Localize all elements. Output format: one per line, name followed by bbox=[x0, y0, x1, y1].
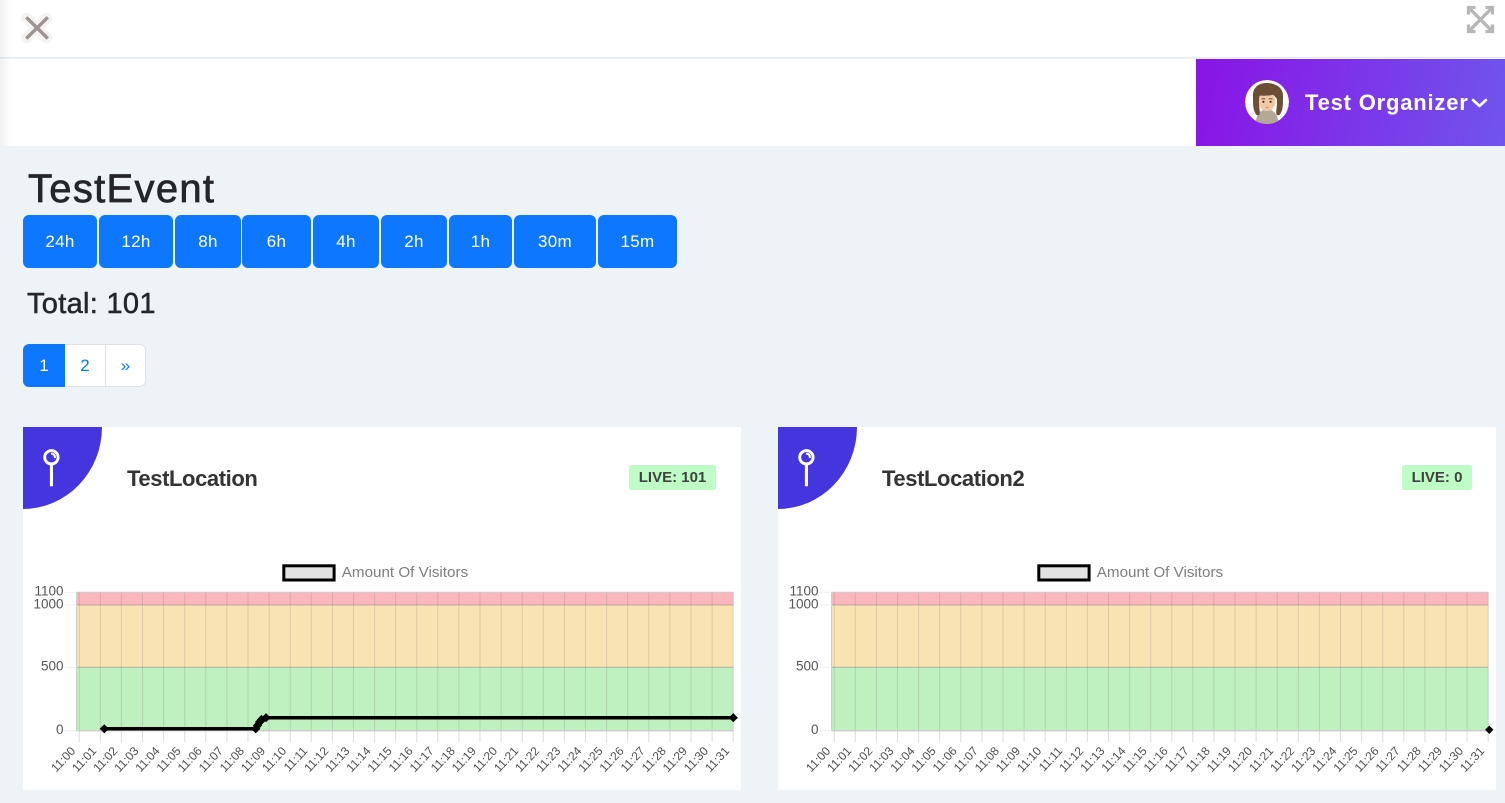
svg-text:500: 500 bbox=[41, 659, 64, 674]
svg-text:1000: 1000 bbox=[33, 596, 63, 611]
svg-text:Amount Of Visitors: Amount Of Visitors bbox=[342, 564, 469, 581]
svg-text:Amount Of Visitors: Amount Of Visitors bbox=[1097, 564, 1224, 581]
svg-text:0: 0 bbox=[56, 722, 64, 737]
svg-text:1100: 1100 bbox=[789, 584, 818, 599]
svg-text:1000: 1000 bbox=[788, 596, 818, 611]
svg-text:11:31: 11:31 bbox=[702, 744, 732, 775]
svg-text:500: 500 bbox=[796, 659, 819, 674]
svg-text:0: 0 bbox=[811, 722, 819, 737]
svg-text:1100: 1100 bbox=[34, 584, 63, 599]
svg-text:11:31: 11:31 bbox=[1457, 744, 1487, 775]
